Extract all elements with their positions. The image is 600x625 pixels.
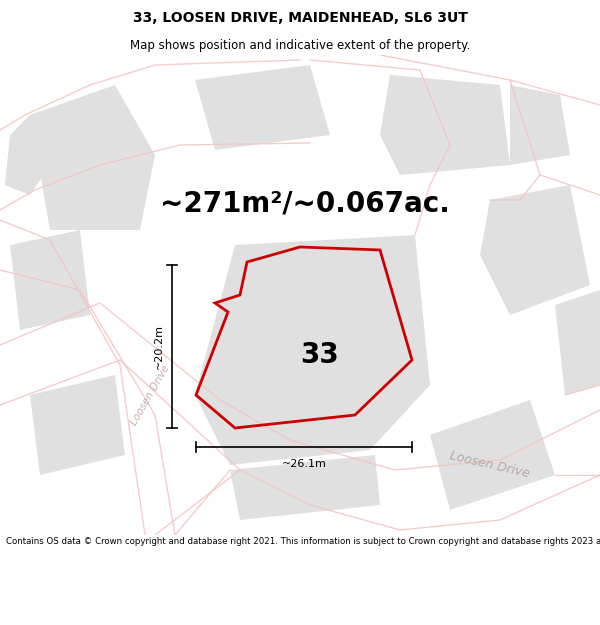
Text: 33: 33 [301,341,340,369]
Polygon shape [195,235,430,465]
Text: ~26.1m: ~26.1m [281,459,326,469]
Polygon shape [555,290,600,395]
Polygon shape [10,230,90,330]
Text: Loosen Drive: Loosen Drive [449,449,531,481]
Polygon shape [30,85,155,230]
Polygon shape [30,375,125,475]
Text: Map shows position and indicative extent of the property.: Map shows position and indicative extent… [130,39,470,51]
Text: ~20.2m: ~20.2m [154,324,164,369]
Text: Contains OS data © Crown copyright and database right 2021. This information is : Contains OS data © Crown copyright and d… [6,537,600,546]
Text: ~271m²/~0.067ac.: ~271m²/~0.067ac. [160,189,450,217]
Polygon shape [430,400,555,510]
Polygon shape [510,85,570,165]
Text: 33, LOOSEN DRIVE, MAIDENHEAD, SL6 3UT: 33, LOOSEN DRIVE, MAIDENHEAD, SL6 3UT [133,11,467,25]
Polygon shape [480,185,590,315]
Polygon shape [195,65,330,150]
Text: Loosen Drive: Loosen Drive [129,363,171,427]
Polygon shape [380,75,510,175]
Polygon shape [230,455,380,520]
Polygon shape [5,115,50,195]
